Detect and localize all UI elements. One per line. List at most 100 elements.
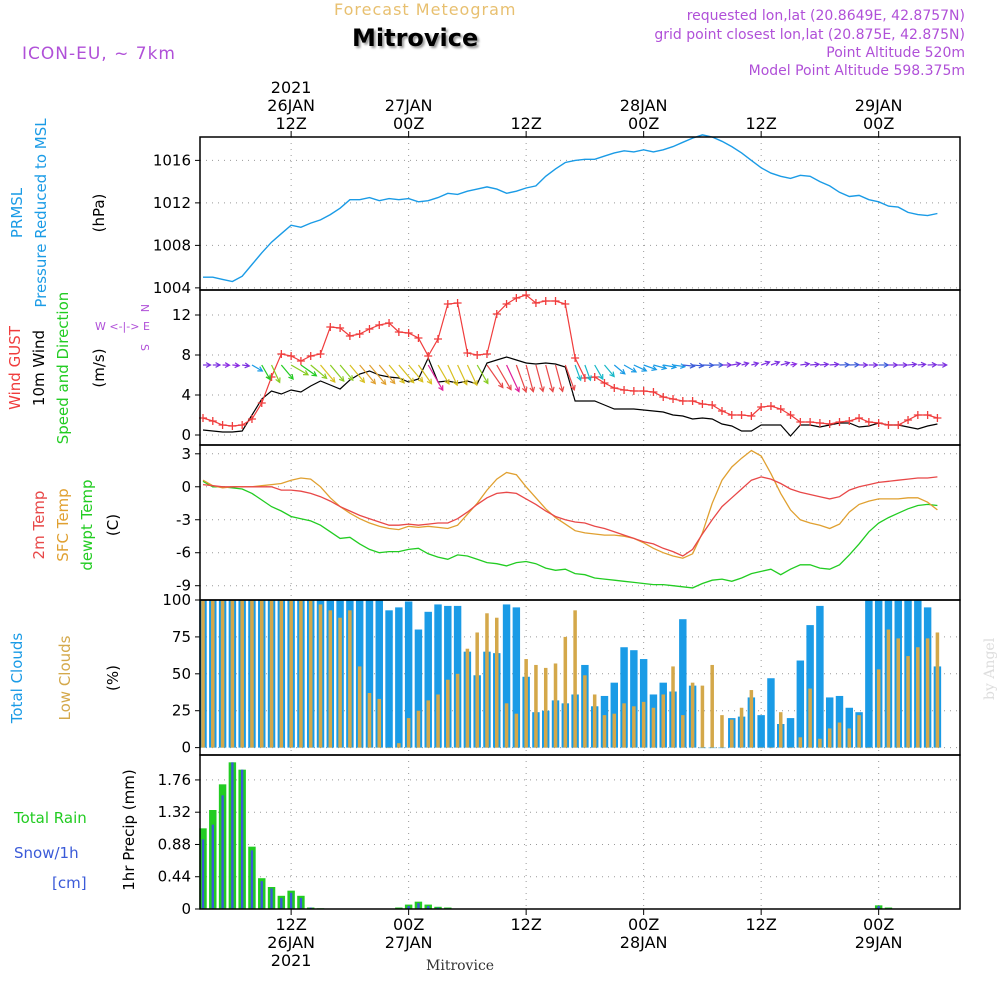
time-label-bottom: 26JAN bbox=[267, 933, 315, 952]
snow-bar bbox=[221, 795, 224, 909]
wind-arrow bbox=[496, 364, 512, 391]
wind-arrow-head bbox=[804, 361, 811, 368]
low-cloud-bar bbox=[837, 722, 842, 748]
wind-unit: (m/s) bbox=[90, 348, 108, 387]
wind-arrow-shaft bbox=[564, 364, 575, 391]
wind-tick-label: 4 bbox=[181, 386, 191, 404]
low-cloud-bar bbox=[338, 617, 342, 748]
gust-marker bbox=[355, 330, 364, 338]
gust-marker bbox=[482, 350, 491, 358]
footer-place: Mitrovice bbox=[426, 958, 495, 974]
model-altitude: Model Point Altitude 598.375m bbox=[748, 63, 965, 79]
wind-arrow-head bbox=[609, 371, 615, 378]
gust-marker bbox=[336, 324, 345, 332]
gust-marker bbox=[904, 416, 913, 424]
low-cloud-bar bbox=[377, 698, 382, 748]
gust-marker bbox=[717, 407, 726, 415]
wind-arrow bbox=[506, 364, 520, 393]
wind-arrow-head bbox=[370, 378, 377, 385]
clouds-unit: (%) bbox=[104, 665, 122, 691]
pressure-line bbox=[203, 134, 938, 283]
wind-arrow-head bbox=[380, 379, 387, 386]
low-cloud-bar bbox=[397, 743, 401, 748]
low-cloud-bar bbox=[690, 682, 695, 748]
snow-bar bbox=[231, 762, 234, 909]
wind-arrow-head bbox=[215, 362, 222, 368]
point-altitude: Point Altitude 520m bbox=[826, 45, 965, 61]
wind-arrow-head bbox=[514, 386, 520, 393]
wind-arrow bbox=[388, 364, 405, 384]
total-cloud-bar bbox=[424, 611, 432, 748]
total-cloud-bar bbox=[630, 650, 638, 748]
gust-marker bbox=[473, 351, 482, 359]
low-cloud-bar bbox=[700, 685, 705, 748]
low-cloud-bar bbox=[857, 715, 861, 748]
wind-arrow-shaft bbox=[290, 364, 309, 376]
wind-arrow-head bbox=[753, 361, 760, 368]
time-label-top: 12Z bbox=[275, 114, 306, 133]
wind-arrow bbox=[643, 364, 658, 371]
wind-arrow bbox=[721, 362, 733, 368]
gust-marker bbox=[443, 300, 452, 308]
wind-arrow bbox=[888, 362, 899, 368]
wind-arrow-shaft bbox=[819, 363, 829, 366]
time-label-top: 00Z bbox=[628, 114, 659, 133]
wind-arrow bbox=[672, 363, 687, 369]
low-cloud-bar bbox=[602, 715, 607, 748]
temp-unit: (C) bbox=[104, 514, 122, 536]
wind-arrow bbox=[242, 362, 251, 369]
gust-marker bbox=[776, 405, 785, 413]
wind-arrow-head bbox=[726, 362, 733, 368]
temp-2m-line bbox=[202, 476, 938, 557]
clouds-label-low: Low Clouds bbox=[56, 635, 74, 720]
low-cloud-bar bbox=[553, 663, 558, 748]
total-cloud-bar bbox=[816, 605, 824, 748]
wind-arrow-head bbox=[833, 361, 840, 368]
wind-tick-label: 0 bbox=[181, 426, 191, 444]
total-cloud-bar bbox=[786, 718, 795, 748]
low-cloud-bar bbox=[269, 600, 274, 748]
low-cloud-bar bbox=[504, 703, 509, 748]
gust-marker bbox=[551, 297, 560, 305]
time-label-bottom: 29JAN bbox=[855, 933, 903, 952]
total-cloud-bar bbox=[502, 604, 511, 748]
low-cloud-bar bbox=[847, 728, 852, 748]
wind-arrow bbox=[878, 362, 890, 368]
wind-arrow-head bbox=[234, 362, 241, 369]
gust-marker bbox=[326, 323, 335, 331]
low-cloud-bar bbox=[681, 715, 685, 748]
temp-label-dewpt: dewpt Temp bbox=[78, 479, 96, 570]
wind-arrow-head bbox=[257, 366, 264, 372]
wind-arrow-head bbox=[661, 364, 668, 371]
wind-arrow-shaft bbox=[280, 364, 294, 380]
low-cloud-bar bbox=[759, 747, 763, 749]
snow-bar bbox=[201, 839, 205, 909]
wind-arrow-head bbox=[931, 361, 938, 368]
gust-marker bbox=[394, 328, 403, 336]
total-cloud-bar bbox=[365, 600, 374, 748]
clouds-tick-label: 75 bbox=[172, 628, 191, 646]
snow-bar bbox=[407, 906, 410, 909]
time-label-top: 2021 bbox=[271, 78, 312, 97]
total-cloud-bar bbox=[414, 629, 423, 748]
gust-marker bbox=[208, 417, 217, 425]
wind-arrow-head bbox=[265, 374, 271, 381]
time-label-top: 00Z bbox=[863, 114, 894, 133]
low-cloud-bar bbox=[778, 712, 783, 748]
wind-label-gust: Wind GUST bbox=[6, 325, 24, 410]
low-cloud-bar bbox=[495, 617, 499, 748]
wind-arrow-shaft bbox=[261, 364, 271, 380]
wind-arrow bbox=[849, 361, 861, 368]
wind-arrow bbox=[613, 364, 626, 375]
gust-marker bbox=[238, 421, 247, 429]
wind-arrow-head bbox=[498, 382, 504, 389]
total-cloud-bar bbox=[806, 625, 814, 748]
gust-marker bbox=[659, 393, 668, 401]
wind-arrow-head bbox=[883, 362, 890, 368]
wind-arrow bbox=[290, 364, 310, 376]
wind-arrow bbox=[486, 364, 504, 389]
snow-bar bbox=[427, 906, 430, 909]
wind-arrow-head bbox=[774, 360, 781, 367]
snow-bar bbox=[270, 888, 273, 909]
wind-arrow-head bbox=[920, 361, 927, 368]
